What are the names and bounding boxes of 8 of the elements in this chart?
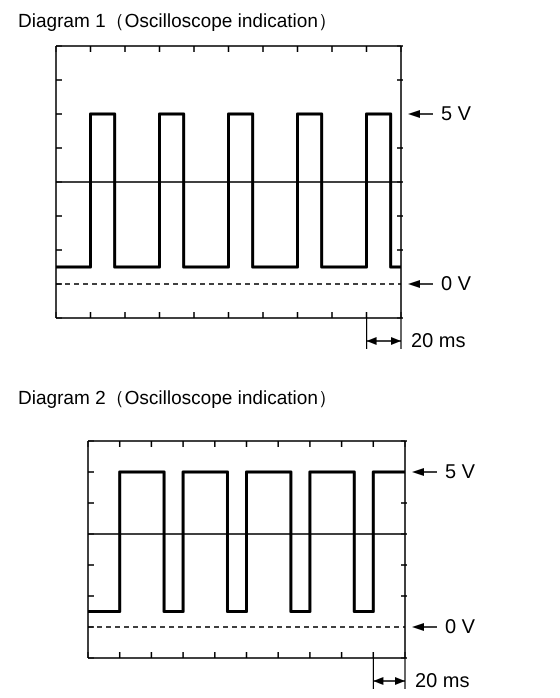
y-tick-label: 5 V	[445, 461, 476, 483]
y-tick-label: 0 V	[445, 616, 476, 638]
text: 20 ms	[415, 670, 470, 692]
y-tick-label: 0 V	[441, 273, 472, 295]
chart-title: Diagram 1（Oscilloscope indication）	[18, 10, 337, 34]
y-tick-label: 5 V	[441, 103, 472, 125]
text: 20 ms	[411, 330, 466, 352]
chart-title: Diagram 2（Oscilloscope indication）	[18, 387, 337, 411]
